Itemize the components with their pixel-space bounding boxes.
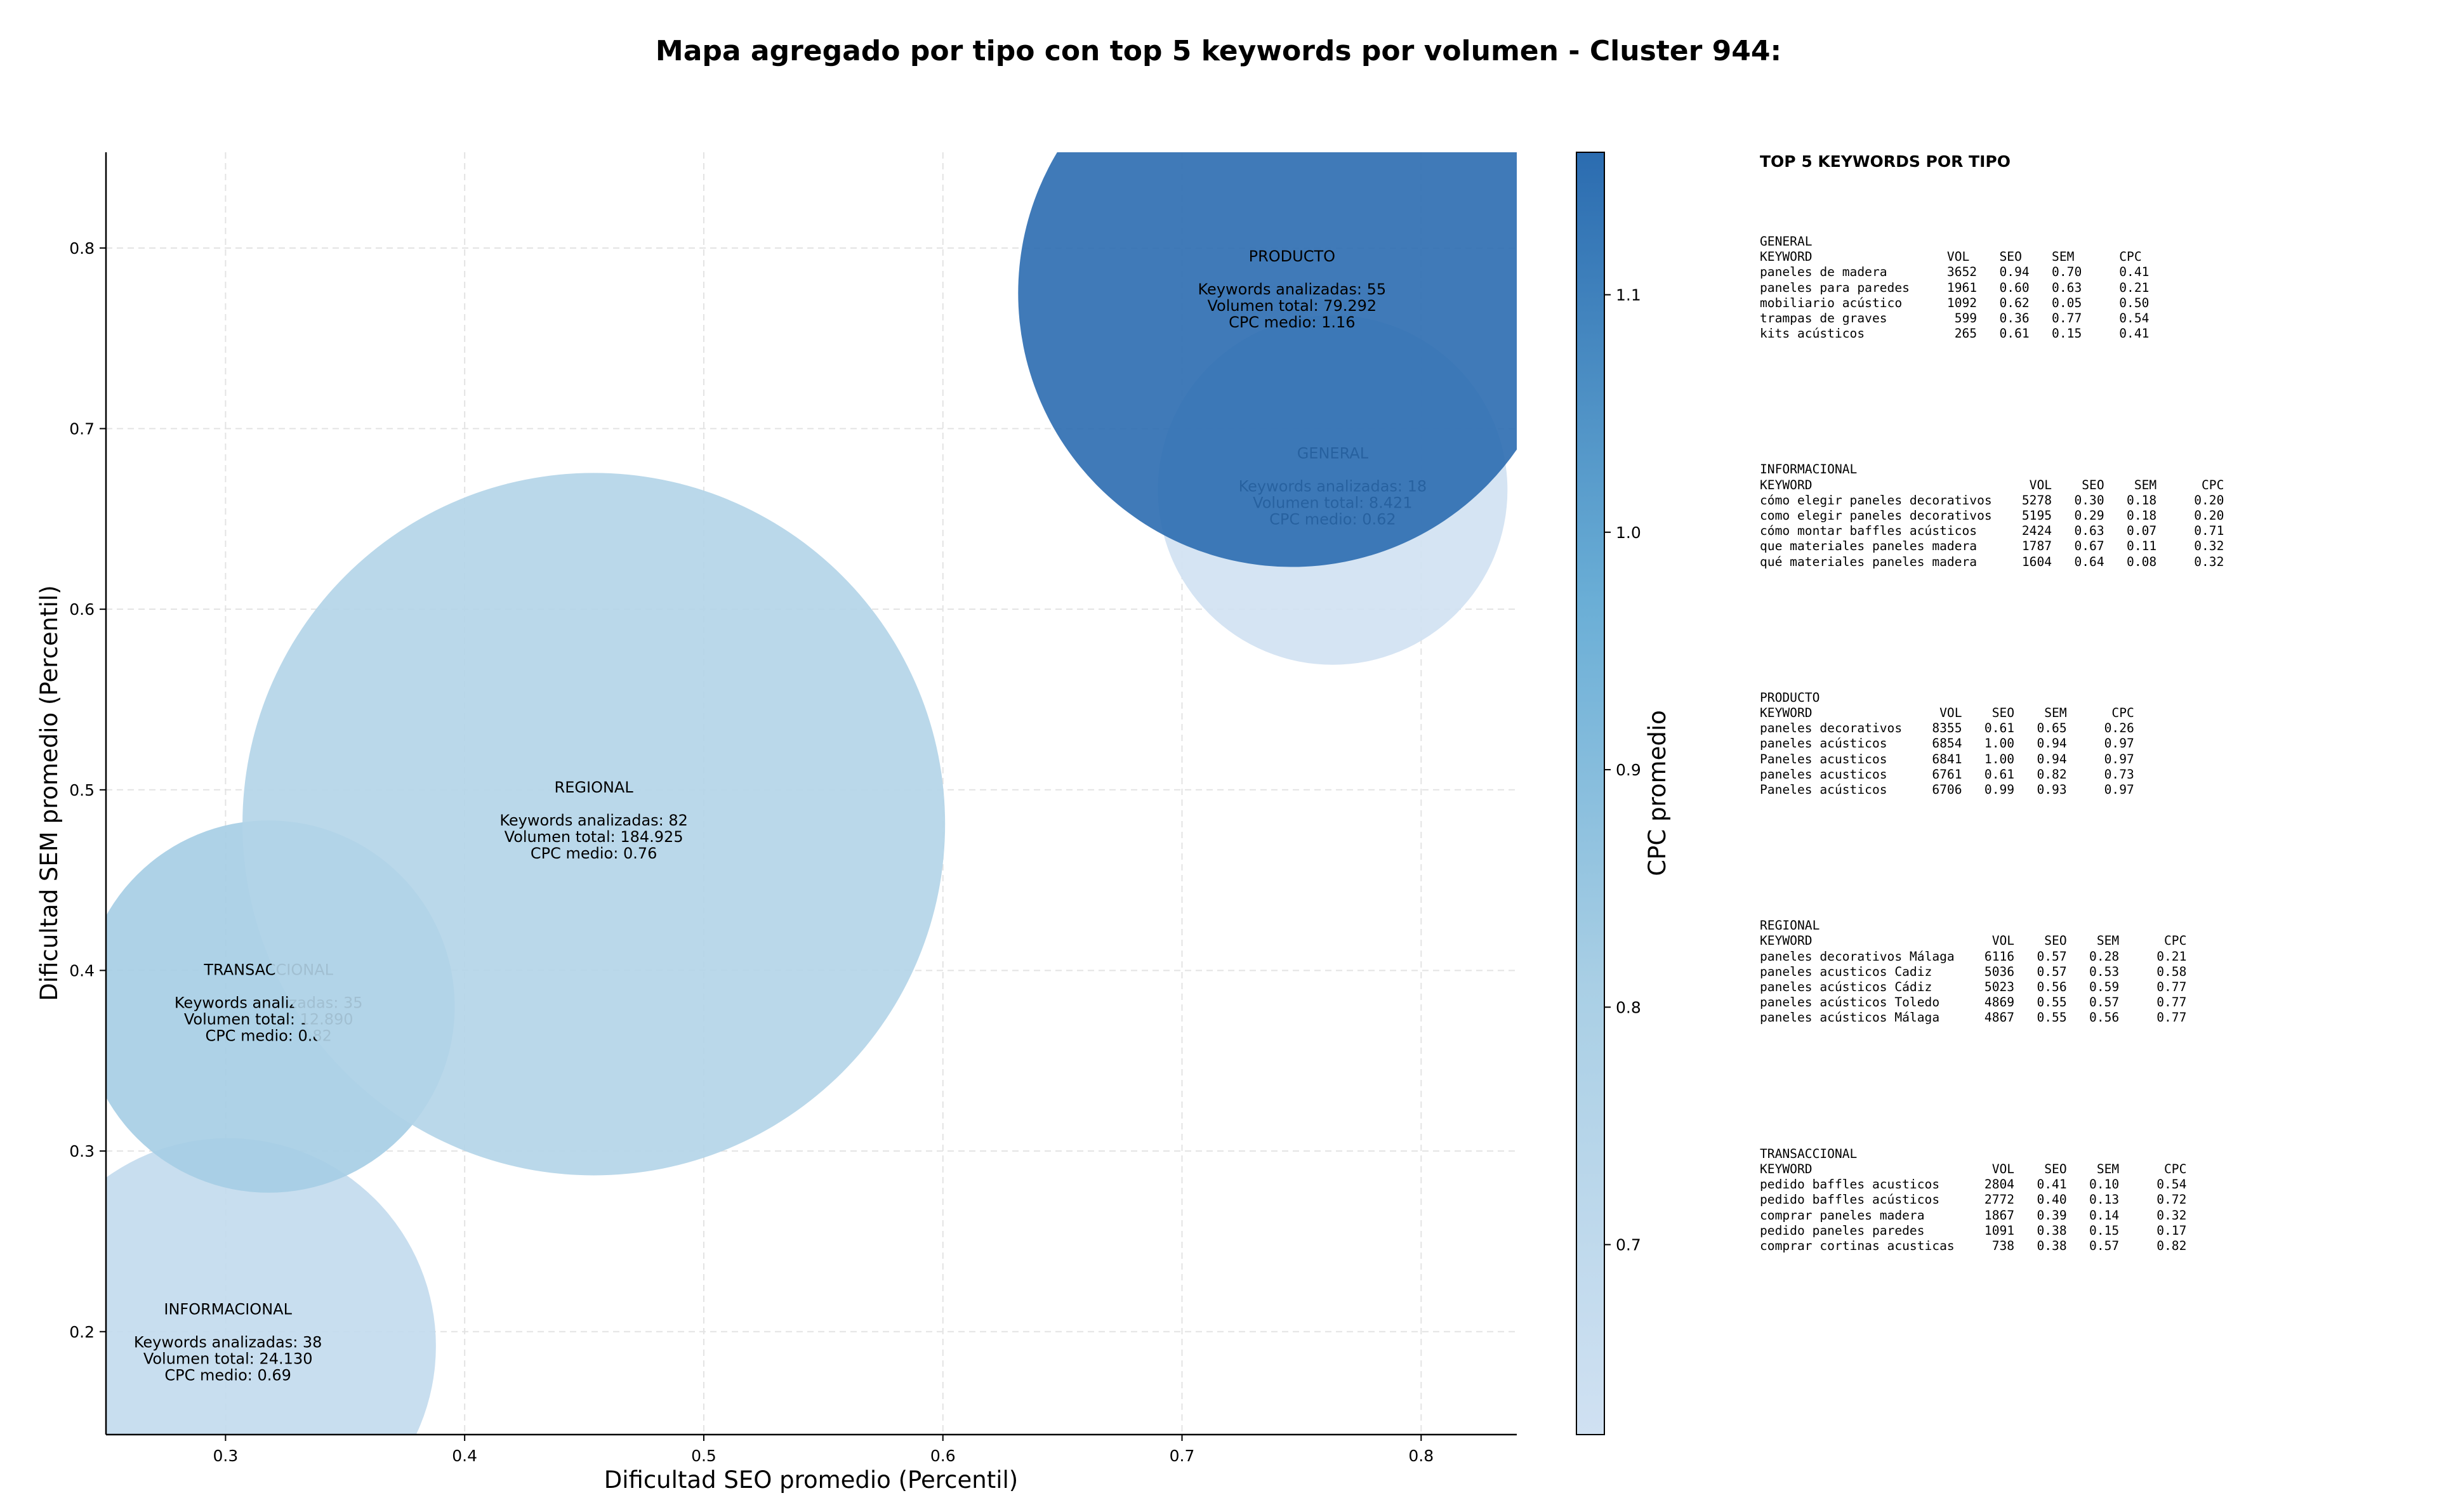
keyword-row: paneles acusticos Cadiz 5036 0.57 0.53 0… (1760, 964, 2187, 979)
keyword-row: paneles acústicos Cádiz 5023 0.56 0.59 0… (1760, 980, 2187, 995)
bubble-type-label: PRODUCTO (1249, 247, 1335, 265)
bubble-volume-text: Volumen total: 24.130 (143, 1350, 313, 1368)
x-axis-label: Dificultad SEO promedio (Percentil) (604, 1466, 1018, 1494)
keyword-row: como elegir paneles decorativos 5195 0.2… (1760, 508, 2224, 523)
bubble-informacional: INFORMACIONAL Keywords analizadas: 38Volu… (106, 1138, 436, 1435)
keyword-row: pedido baffles acústicos 2772 0.40 0.13 … (1760, 1192, 2187, 1207)
block-type: INFORMACIONAL (1760, 462, 1858, 477)
colorbar-tick-label: 0.7 (1616, 1236, 1641, 1254)
keyword-row: paneles para paredes 1961 0.60 0.63 0.21 (1760, 280, 2150, 295)
bubble-circle (1018, 152, 1517, 567)
y-tick-label: 0.2 (69, 1323, 95, 1341)
bubble-cpc-text: CPC medio: 0.69 (164, 1367, 291, 1384)
keyword-row: paneles acústicos Toledo 4869 0.55 0.57 … (1760, 995, 2187, 1010)
y-tick-label: 0.7 (69, 420, 95, 438)
x-tick-label: 0.3 (213, 1447, 239, 1465)
colorbar-label: CPC promedio (1644, 710, 1671, 876)
keyword-row: cómo elegir paneles decorativos 5278 0.3… (1760, 492, 2224, 508)
bubble-keywords-text: Keywords analizadas: 82 (499, 812, 688, 829)
block-header: KEYWORD VOL SEO SEM CPC (1760, 933, 2187, 949)
bubble-type-label: INFORMACIONAL (164, 1301, 292, 1318)
bubble-volume-text: Volumen total: 184.925 (505, 828, 684, 846)
bubble-keywords-text: Keywords analizadas: 55 (1198, 280, 1387, 298)
block-header: KEYWORD VOL SEO SEM CPC (1760, 249, 2142, 265)
colorbar-gradient (1576, 152, 1605, 1435)
bubble-cpc-text: CPC medio: 1.16 (1229, 313, 1356, 331)
keyword-row: qué materiales paneles madera 1604 0.64 … (1760, 554, 2224, 569)
block-header: KEYWORD VOL SEO SEM CPC (1760, 477, 2224, 492)
x-tick-label: 0.6 (930, 1447, 956, 1465)
y-tick-label: 0.3 (69, 1142, 95, 1160)
colorbar-tick-label: 0.9 (1616, 761, 1641, 779)
x-tick-label: 0.8 (1408, 1447, 1434, 1465)
block-header: KEYWORD VOL SEO SEM CPC (1760, 1161, 2187, 1176)
keyword-block-regional: REGIONAL KEYWORD VOL SEO SEM CPC paneles d… (1760, 918, 2433, 1025)
keyword-row: Paneles acusticos 6841 1.00 0.94 0.97 (1760, 751, 2134, 766)
y-tick-label: 0.4 (69, 961, 95, 980)
keyword-row: comprar cortinas acusticas 738 0.38 0.57… (1760, 1238, 2187, 1253)
y-tick-label: 0.5 (69, 781, 95, 799)
y-tick-label: 0.6 (69, 600, 95, 619)
x-tick-label: 0.5 (691, 1447, 717, 1465)
keyword-row: paneles acusticos 6761 0.61 0.82 0.73 (1760, 766, 2134, 782)
keyword-block-informacional: INFORMACIONAL KEYWORD VOL SEO SEM CPC cómo… (1760, 462, 2433, 569)
block-header: KEYWORD VOL SEO SEM CPC (1760, 706, 2134, 721)
block-type: PRODUCTO (1760, 690, 1820, 705)
block-type: GENERAL (1760, 234, 1813, 249)
colorbar-tick-label: 0.8 (1616, 998, 1641, 1016)
bubble-cpc-text: CPC medio: 0.76 (531, 845, 657, 862)
colorbar-tick-label: 1.0 (1616, 523, 1641, 542)
keyword-row: paneles acústicos Málaga 4867 0.55 0.56 … (1760, 1010, 2187, 1025)
y-axis-label: Dificultad SEM promedio (Percentil) (36, 585, 63, 1001)
bubble-keywords-text: Keywords analizadas: 38 (134, 1334, 322, 1351)
bubble-circle (106, 1138, 436, 1435)
block-type: REGIONAL (1760, 918, 1820, 933)
axes: 0.3 0.4 0.5 0.6 0.7 0.8 0.2 0.3 0.4 0.5 0.6 0.7 0.8 (69, 152, 1517, 1465)
keyword-row: comprar paneles madera 1867 0.39 0.14 0.… (1760, 1207, 2187, 1223)
keyword-row: pedido baffles acusticos 2804 0.41 0.10 … (1760, 1177, 2187, 1192)
keyword-row: paneles acústicos 6854 1.00 0.94 0.97 (1760, 736, 2134, 751)
keyword-block-transaccional: TRANSACCIONAL KEYWORD VOL SEO SEM CPC pedi… (1760, 1147, 2433, 1254)
keyword-row: trampas de graves 599 0.36 0.77 0.54 (1760, 311, 2150, 326)
chart-title: Mapa agregado por tipo con top 5 keyword… (656, 35, 1781, 67)
keyword-blocks: GENERAL KEYWORD VOL SEO SEM CPC paneles de… (1760, 234, 2433, 1254)
colorbar-tick-label: 1.1 (1616, 286, 1641, 305)
top-keywords-panel: TOP 5 KEYWORDS POR TIPO GENERAL KEYWORD V… (1760, 152, 2433, 1374)
colorbar: 0.7 0.8 0.9 1.0 1.1 (1576, 152, 1641, 1435)
block-type: TRANSACCIONAL (1760, 1146, 1858, 1161)
keyword-block-producto: PRODUCTO KEYWORD VOL SEO SEM CPC paneles d… (1760, 690, 2433, 798)
keyword-row: cómo montar baffles acústicos 2424 0.63 … (1760, 523, 2224, 539)
keyword-row: Paneles acústicos 6706 0.99 0.93 0.97 (1760, 782, 2134, 798)
keyword-row: paneles de madera 3652 0.94 0.70 0.41 (1760, 265, 2150, 280)
top-keywords-title: TOP 5 KEYWORDS POR TIPO (1760, 152, 2011, 171)
bubble-circle (242, 473, 946, 1176)
y-tick-label: 0.8 (69, 239, 95, 258)
x-tick-label: 0.7 (1170, 1447, 1195, 1465)
x-tick-label: 0.4 (452, 1447, 477, 1465)
keyword-row: que materiales paneles madera 1787 0.67 … (1760, 539, 2224, 554)
keyword-row: mobiliario acústico 1092 0.62 0.05 0.50 (1760, 295, 2150, 310)
keyword-block-general: GENERAL KEYWORD VOL SEO SEM CPC paneles de… (1760, 234, 2433, 341)
keyword-row: pedido paneles paredes 1091 0.38 0.15 0.… (1760, 1223, 2187, 1238)
bubble-type-label: REGIONAL (555, 779, 634, 796)
keyword-row: paneles decorativos Málaga 6116 0.57 0.2… (1760, 949, 2187, 964)
keyword-row: kits acústicos 265 0.61 0.15 0.41 (1760, 326, 2150, 341)
bubble-volume-text: Volumen total: 79.292 (1207, 297, 1377, 315)
keyword-row: paneles decorativos 8355 0.61 0.65 0.26 (1760, 721, 2134, 736)
